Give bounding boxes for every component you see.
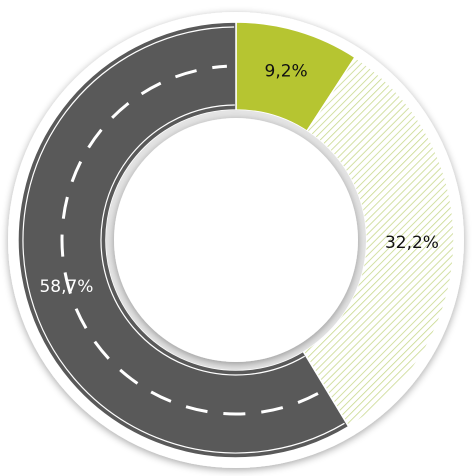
value-label: 9,2% [265, 61, 308, 81]
value-label: 32,2% [385, 233, 439, 253]
value-label: 58,7% [39, 277, 93, 297]
chart: 9,2% 32,2% 58,7% [0, 0, 472, 476]
inner-hole [114, 118, 358, 362]
